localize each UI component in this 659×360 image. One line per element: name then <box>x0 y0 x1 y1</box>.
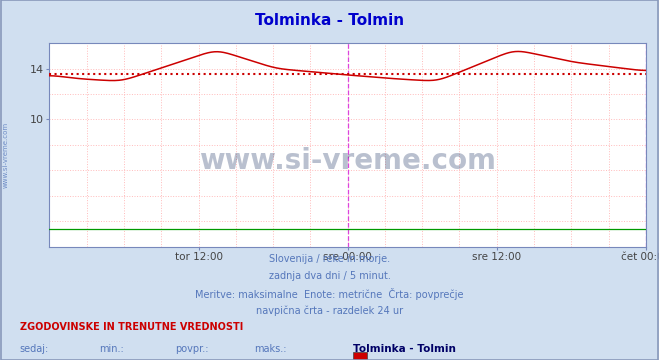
Text: Tolminka - Tolmin: Tolminka - Tolmin <box>255 13 404 28</box>
Text: www.si-vreme.com: www.si-vreme.com <box>199 147 496 175</box>
Text: zadnja dva dni / 5 minut.: zadnja dva dni / 5 minut. <box>269 271 390 281</box>
Text: min.:: min.: <box>99 344 124 354</box>
Text: povpr.:: povpr.: <box>175 344 208 354</box>
Text: sedaj:: sedaj: <box>20 344 49 354</box>
Text: Tolminka - Tolmin: Tolminka - Tolmin <box>353 344 455 354</box>
Text: Slovenija / reke in morje.: Slovenija / reke in morje. <box>269 254 390 264</box>
Text: www.si-vreme.com: www.si-vreme.com <box>2 122 9 188</box>
Text: maks.:: maks.: <box>254 344 286 354</box>
Text: ZGODOVINSKE IN TRENUTNE VREDNOSTI: ZGODOVINSKE IN TRENUTNE VREDNOSTI <box>20 322 243 332</box>
Text: Meritve: maksimalne  Enote: metrične  Črta: povprečje: Meritve: maksimalne Enote: metrične Črta… <box>195 288 464 300</box>
Text: navpična črta - razdelek 24 ur: navpična črta - razdelek 24 ur <box>256 306 403 316</box>
